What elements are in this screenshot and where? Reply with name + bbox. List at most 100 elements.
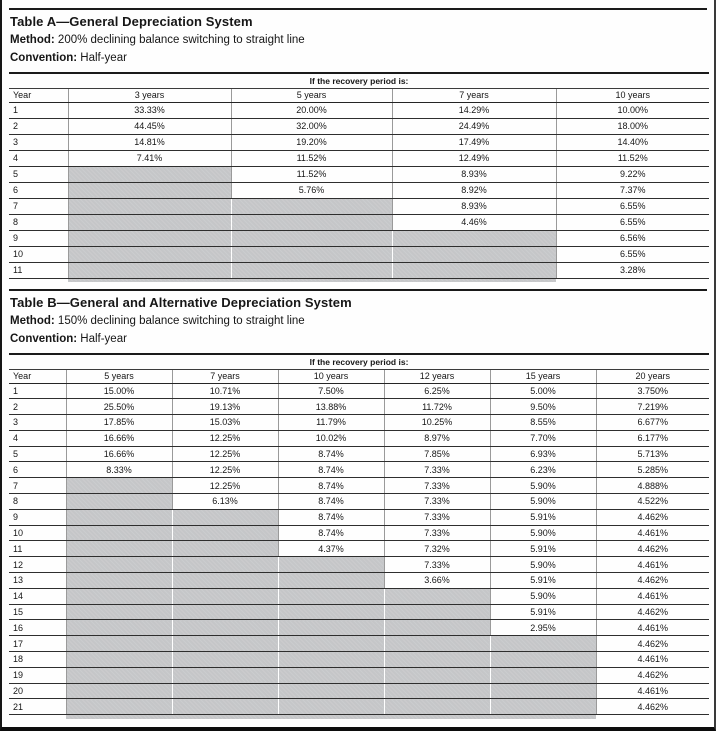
rate-cell: 6.55%: [555, 214, 710, 231]
rate-cell: 25.50%: [65, 398, 172, 416]
shaded-cell: [65, 509, 172, 526]
table-row: 1 15.00% 10.71% 7.50% 6.25% 5.00% 3.750%: [9, 383, 710, 400]
year-cell: 3: [9, 134, 68, 151]
year-cell: 10: [9, 246, 68, 263]
recovery-period-column-header: 15 years: [489, 369, 596, 384]
rate-cell: 14.81%: [67, 134, 231, 151]
method-label: Method:: [10, 315, 55, 327]
table-row: 12 7.33% 5.90% 4.461%: [9, 556, 710, 574]
rate-cell: 7.33%: [383, 556, 490, 574]
rate-cell: 19.13%: [171, 398, 278, 416]
shaded-cell: [490, 635, 596, 653]
shaded-cell: [384, 667, 490, 684]
rate-cell: 4.461%: [595, 556, 710, 574]
method-label: Method:: [10, 34, 55, 46]
rate-cell: 16.66%: [65, 446, 172, 463]
rate-cell: 4.462%: [595, 572, 710, 589]
rate-cell: 12.25%: [171, 477, 278, 495]
shaded-cell: [278, 651, 384, 668]
strip-cell: [556, 278, 709, 282]
shaded-cell: [65, 540, 172, 558]
rate-cell: 14.40%: [555, 134, 710, 151]
rate-cell: 9.50%: [489, 398, 596, 416]
method-text: 200% declining balance switching to stra…: [57, 34, 305, 46]
rate-cell: 12.25%: [171, 446, 278, 463]
strip-cell: [9, 278, 68, 282]
rate-cell: 13.88%: [277, 398, 384, 416]
rate-cell: 8.74%: [277, 477, 384, 495]
year-cell: 6: [9, 461, 66, 479]
year-cell: 14: [9, 588, 66, 605]
rate-cell: 8.55%: [489, 414, 596, 431]
shaded-cell: [172, 683, 278, 700]
year-cell: 3: [9, 414, 66, 431]
table-b-convention: Convention: Half-year: [10, 331, 707, 347]
table-row: 13 3.66% 5.91% 4.462%: [9, 572, 710, 589]
table-a-convention: Convention: Half-year: [10, 50, 707, 66]
year-cell: 9: [9, 230, 68, 247]
shaded-cell: [65, 619, 172, 637]
table-row: 5 16.66% 12.25% 8.74% 7.85% 6.93% 5.713%: [9, 446, 710, 463]
recovery-period-spanner-row: If the recovery period is:: [9, 72, 710, 89]
rate-cell: 5.91%: [489, 540, 596, 558]
rate-cell: 44.45%: [67, 118, 231, 135]
shaded-cell: [67, 198, 231, 215]
shaded-strip-row: [9, 714, 709, 719]
year-cell: 7: [9, 198, 68, 215]
rate-cell: 4.462%: [595, 667, 710, 684]
year-column-header: Year: [9, 88, 68, 103]
rate-cell: 4.461%: [595, 588, 710, 605]
rate-cell: 4.461%: [595, 651, 710, 668]
year-cell: 18: [9, 651, 66, 668]
shaded-cell: [278, 556, 384, 574]
rate-cell: 5.90%: [489, 493, 596, 510]
table-row: 2 25.50% 19.13% 13.88% 11.72% 9.50% 7.219%: [9, 398, 710, 416]
rate-cell: 18.00%: [555, 118, 710, 135]
table-row: 9 6.56%: [9, 230, 710, 247]
strip-cell: [596, 715, 709, 719]
table-b-section: Table B—General and Alternative Deprecia…: [9, 289, 710, 719]
rate-cell: 3.750%: [595, 383, 710, 400]
year-cell: 1: [9, 102, 68, 119]
shaded-cell: [384, 683, 490, 700]
rate-cell: 6.677%: [595, 414, 710, 431]
shaded-cell: [172, 509, 278, 526]
year-cell: 7: [9, 477, 66, 495]
table-a-title: Table A—General Depreciation System: [10, 14, 253, 29]
year-cell: 1: [9, 383, 66, 400]
convention-label: Convention:: [10, 52, 78, 64]
section-divider-rule: [9, 289, 707, 291]
shaded-cell: [172, 635, 278, 653]
shaded-cell: [67, 230, 231, 247]
convention-text: Half-year: [80, 333, 127, 345]
table-b-title: Table B—General and Alternative Deprecia…: [10, 295, 352, 310]
table-row: 16 2.95% 4.461%: [9, 619, 710, 637]
table-row: 11 3.28%: [9, 262, 710, 279]
rate-cell: 33.33%: [67, 102, 231, 119]
rate-cell: 8.74%: [277, 493, 384, 510]
rate-cell: 4.37%: [277, 540, 384, 558]
rate-cell: 5.76%: [230, 182, 392, 199]
shaded-cell: [384, 635, 490, 653]
year-cell: 5: [9, 166, 68, 183]
year-column-header: Year: [9, 369, 66, 384]
shaded-cell: [392, 230, 556, 247]
shaded-cell: [172, 572, 278, 589]
shaded-cell: [65, 651, 172, 668]
shaded-cell: [65, 667, 172, 684]
table-row: 5 11.52% 8.93% 9.22%: [9, 166, 710, 183]
shaded-cell: [172, 619, 278, 637]
table-row: 4 16.66% 12.25% 10.02% 8.97% 7.70% 6.177%: [9, 430, 710, 447]
table-row: 7 8.93% 6.55%: [9, 198, 710, 215]
shaded-cell: [172, 588, 278, 605]
rate-cell: 6.55%: [555, 198, 710, 215]
table-row: 7 12.25% 8.74% 7.33% 5.90% 4.888%: [9, 477, 710, 495]
rate-cell: 6.13%: [171, 493, 278, 510]
shaded-cell: [278, 619, 384, 637]
rate-cell: 10.00%: [555, 102, 710, 119]
recovery-period-spanner-row: If the recovery period is:: [9, 353, 710, 370]
table-b-method: Method: 150% declining balance switching…: [10, 313, 707, 329]
year-cell: 16: [9, 619, 66, 637]
strip-cell: [384, 714, 490, 719]
